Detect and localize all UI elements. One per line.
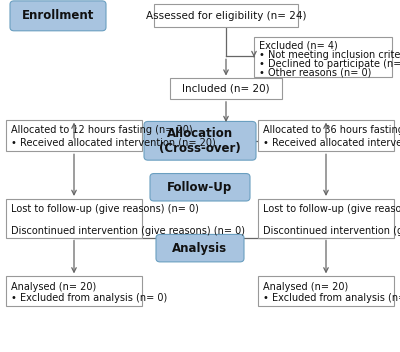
Text: Analysed (n= 20): Analysed (n= 20): [263, 282, 348, 291]
Text: Lost to follow-up (give reasons) (n= 0): Lost to follow-up (give reasons) (n= 0): [263, 204, 400, 214]
Text: Analysis: Analysis: [172, 242, 228, 254]
Text: Allocation
(Cross-over): Allocation (Cross-over): [159, 127, 241, 155]
Bar: [254, 37, 392, 77]
Text: Allocated to 12 hours fasting (n= 20): Allocated to 12 hours fasting (n= 20): [11, 125, 192, 135]
Bar: [258, 276, 394, 306]
Text: Excluded (n= 4): Excluded (n= 4): [259, 41, 338, 51]
Text: • Not meeting inclusion criteria (n= 1): • Not meeting inclusion criteria (n= 1): [259, 50, 400, 60]
Text: • Declined to participate (n= 3): • Declined to participate (n= 3): [259, 59, 400, 69]
Text: • Excluded from analysis (n= 0): • Excluded from analysis (n= 0): [11, 294, 167, 303]
Bar: [6, 120, 142, 151]
FancyBboxPatch shape: [156, 234, 244, 262]
Text: Lost to follow-up (give reasons) (n= 0): Lost to follow-up (give reasons) (n= 0): [11, 204, 199, 214]
Text: • Other reasons (n= 0): • Other reasons (n= 0): [259, 68, 371, 78]
Text: Discontinued intervention (give reasons) (n= 0): Discontinued intervention (give reasons)…: [11, 226, 245, 236]
Text: Included (n= 20): Included (n= 20): [182, 84, 270, 94]
Bar: [6, 199, 142, 238]
Bar: [258, 120, 394, 151]
Text: Enrollment: Enrollment: [22, 10, 94, 22]
FancyBboxPatch shape: [10, 1, 106, 31]
Text: Allocated to 36 hours fasting (n= 20): Allocated to 36 hours fasting (n= 20): [263, 125, 400, 135]
FancyBboxPatch shape: [144, 121, 256, 160]
Text: Discontinued intervention (give reasons) (n= 0): Discontinued intervention (give reasons)…: [263, 226, 400, 236]
Bar: [170, 78, 282, 99]
Bar: [154, 5, 298, 27]
Text: Assessed for eligibility (n= 24): Assessed for eligibility (n= 24): [146, 11, 306, 21]
Text: Follow-Up: Follow-Up: [167, 181, 233, 194]
Text: • Received allocated intervention (n= 20): • Received allocated intervention (n= 20…: [11, 138, 216, 148]
Text: • Excluded from analysis (n= 0): • Excluded from analysis (n= 0): [263, 294, 400, 303]
Text: • Received allocated intervention (n= 20): • Received allocated intervention (n= 20…: [263, 138, 400, 148]
Text: Analysed (n= 20): Analysed (n= 20): [11, 282, 96, 291]
Bar: [258, 199, 394, 238]
Bar: [6, 276, 142, 306]
FancyBboxPatch shape: [150, 174, 250, 201]
